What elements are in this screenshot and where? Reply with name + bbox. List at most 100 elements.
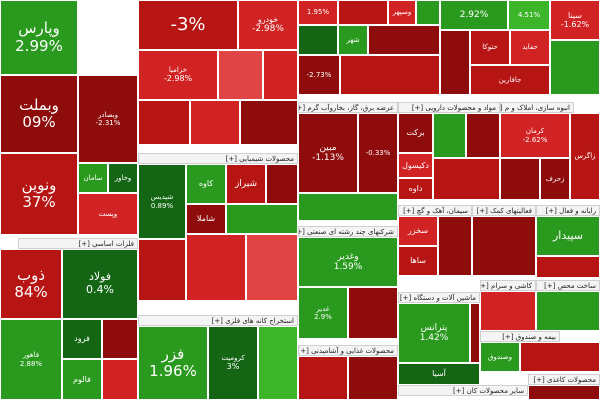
tile-block[interactable] <box>298 356 348 400</box>
tile-falom[interactable]: فالوم <box>62 359 102 400</box>
tile-mobin[interactable]: مبین -1.13% <box>298 113 358 193</box>
tile-block[interactable] <box>348 287 398 339</box>
tile-block[interactable] <box>102 319 138 359</box>
tile-block[interactable] <box>190 100 240 145</box>
tile-block[interactable] <box>340 55 440 95</box>
sector-header-chemicals[interactable]: محصولات شیمیایی [+] <box>138 153 298 164</box>
tile-block[interactable] <box>520 342 600 372</box>
tile-block[interactable] <box>536 256 600 278</box>
tile-block[interactable] <box>218 50 263 100</box>
tile-khazamia[interactable]: خزامیا -2.98% <box>138 50 218 100</box>
tile-vebmelat[interactable]: وبملت 09% <box>0 75 78 153</box>
tile-block[interactable] <box>348 356 398 400</box>
tile-block[interactable] <box>466 113 500 158</box>
tile-shiraz[interactable]: شیراز <box>226 164 266 204</box>
tile-block[interactable] <box>368 25 440 55</box>
tile-block[interactable] <box>433 158 500 200</box>
tile-foolad[interactable]: فولاد 0.4% <box>62 249 138 319</box>
tile-sepidar[interactable]: سپیدار <box>536 216 600 256</box>
sector-header-lime[interactable]: سیمان، آهک و گچ [+] <box>398 205 472 216</box>
tile-vebsader[interactable]: وبصادر -2.31% <box>78 75 138 163</box>
tile-block[interactable] <box>416 0 440 25</box>
tile-hafayd[interactable]: حفاید <box>510 30 550 65</box>
tile-kekhak[interactable]: -0.33% <box>358 113 398 193</box>
tile-khasapa[interactable]: -3% <box>138 0 238 50</box>
tile-block[interactable] <box>246 234 298 301</box>
tile-block[interactable] <box>138 239 186 301</box>
sector-header-petroleum[interactable]: محصولات کاغذی [+] <box>528 374 600 385</box>
tile-dkosar[interactable]: دکیسول <box>398 153 433 178</box>
tile-block[interactable] <box>480 291 536 331</box>
tile-block[interactable] <box>470 303 480 363</box>
tile-kerman[interactable]: کرمان -2.62% <box>500 113 570 158</box>
tile-block[interactable] <box>536 291 600 331</box>
tile-vaghadir[interactable]: وغدیر 1.59% <box>298 237 398 287</box>
tile-khodro[interactable]: خودرو -2.98% <box>238 0 298 50</box>
tile-foolad2[interactable]: ذوب 84% <box>0 249 62 319</box>
tile-vepars[interactable]: وپارس 2.99% <box>0 0 78 75</box>
tile-block[interactable] <box>298 25 338 55</box>
tile-block[interactable] <box>186 234 246 301</box>
tile-block[interactable] <box>472 216 536 276</box>
tile-block[interactable] <box>528 385 600 400</box>
tile-zagros[interactable]: زاگرس <box>570 113 600 200</box>
sector-header-utilities[interactable]: عرضه برق، گاز، بخاروآب گرم [+] <box>298 102 398 113</box>
tile-petrol[interactable]: پترانس 1.42% <box>398 303 470 363</box>
tile-fazar[interactable]: فزر 1.96% <box>138 326 208 400</box>
tile-block[interactable] <box>266 164 298 204</box>
tile-block[interactable] <box>338 0 388 25</box>
tile-sabah[interactable]: ساها <box>398 246 438 276</box>
tile-top-right2[interactable]: 4.51% <box>508 0 550 30</box>
tile-block[interactable] <box>258 326 298 400</box>
tile-keromit[interactable]: کرومیت 3% <box>208 326 258 400</box>
tile-vesamaan[interactable]: سامان <box>78 163 108 193</box>
sector-header-tiles-ceramic[interactable]: کاشی و سرام [+] <box>480 280 536 291</box>
tile-block[interactable] <box>440 30 470 95</box>
tile-block[interactable] <box>102 359 138 400</box>
sector-header-telecom[interactable]: رایانه و فعال [+] <box>536 205 600 216</box>
tile-dadeh[interactable]: داوه <box>398 178 433 200</box>
tile-block[interactable] <box>263 50 298 100</box>
sector-header-construction[interactable]: ساخت محص [+] <box>536 280 600 291</box>
tile-vekhavar[interactable]: وخاور <box>108 163 138 193</box>
tile-barkat[interactable]: برکت <box>398 113 433 153</box>
tile-jafarin[interactable]: جافارین <box>470 65 550 95</box>
tile-seshahr[interactable]: شهر <box>338 25 368 55</box>
tile-vsandoogh[interactable]: وصندوق <box>480 342 520 372</box>
sector-header-pharma[interactable]: مواد و محصولات دارویی [+] <box>398 102 500 113</box>
sector-header-investment-fund[interactable]: بیمه و صندوق [+] <box>480 331 560 342</box>
tile-block[interactable] <box>550 40 600 95</box>
tile-block[interactable] <box>500 158 540 200</box>
tile-shepdis[interactable]: شپدیس 0.89% <box>138 164 186 239</box>
sector-header-machinery[interactable]: ماشین آلات و دستگاه [+] <box>398 292 480 303</box>
tile-arfaa[interactable]: -2.73% <box>298 55 340 95</box>
tile-block[interactable] <box>226 204 298 234</box>
tile-asia[interactable]: آسیا <box>398 363 480 385</box>
tile-block[interactable] <box>433 113 466 158</box>
sector-header-mining[interactable]: استخراج کانه های فلزی [+] <box>138 315 298 326</box>
tile-shamla[interactable]: شاملا <box>186 204 226 234</box>
tile-sina[interactable]: سینا -1.62% <box>550 0 600 40</box>
tile-sakhtar[interactable]: سخزر <box>398 216 438 246</box>
sector-header-nonmetal[interactable]: سایر محصولات کان [+] <box>398 385 528 396</box>
sector-header-basic-metals[interactable]: فلزات اساسی [+] <box>18 238 138 249</box>
tile-zharf[interactable]: زحرف <box>540 158 570 200</box>
tile-block[interactable] <box>298 193 398 221</box>
sector-header-multidiscipline[interactable]: شرکتهای چند رشته ای صنعتی [+] <box>298 226 398 237</box>
sector-header-support[interactable]: فعالیتهای کمک [+] <box>472 205 536 216</box>
tile-vanovin[interactable]: ونوین 37% <box>0 153 78 235</box>
tile-top-left-small[interactable]: 1.95% <box>298 0 338 25</box>
tile-top-right1[interactable]: 2.92% <box>440 0 508 30</box>
tile-hatoka[interactable]: حتوکا <box>470 30 510 65</box>
tile-block[interactable] <box>438 216 472 276</box>
tile-fahmor[interactable]: فاهور 2.88% <box>0 319 62 400</box>
tile-vepost[interactable]: وپست <box>78 193 138 235</box>
tile-kaveh[interactable]: کاوه <box>186 164 226 204</box>
tile-fera[interactable]: فرود <box>62 319 102 359</box>
tile-block[interactable] <box>138 100 190 145</box>
sector-header-mass-investments[interactable]: انبوه سازی، املاک و م [+] <box>500 102 574 113</box>
sector-header-food[interactable]: محصولات غذایی و آشامیدنی [+] <box>298 345 398 356</box>
tile-ghadir2[interactable]: غدیر 2.9% <box>298 287 348 339</box>
tile-block[interactable] <box>240 100 298 145</box>
tile-vsehr[interactable]: وسپهر <box>388 0 416 25</box>
